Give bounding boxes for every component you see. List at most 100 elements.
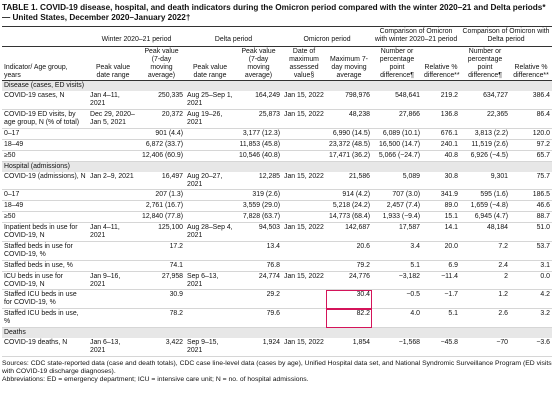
row-label: ≥50 (2, 150, 88, 162)
table-cell: 2.6 (460, 308, 511, 329)
table-cell: 30.9 (138, 289, 185, 310)
table-cell (185, 150, 235, 162)
table-row: Staffed beds in use for COVID-19, % 17.2 1… (2, 241, 553, 261)
table-cell: −11.4 (422, 271, 461, 291)
table-cell: 16,497 (138, 171, 185, 191)
table-cell: 75.7 (510, 171, 553, 191)
table-row: 0–17 207 (1.3) 319 (2.6) 914 (4.2) 707 (3.0)… (2, 189, 553, 202)
table-cell: 11,519 (2.6) (460, 139, 511, 151)
row-label: ICU beds in use for COVID-19, N (2, 271, 88, 291)
table-cell: 6,089 (10.1) (372, 128, 423, 140)
table-cell: Sep 9–15, 2021 (185, 338, 235, 357)
table-row: Staffed beds in use, % 74.1 76.8 79.2 5.1 6.9… (2, 260, 553, 272)
table-cell: 3.4 (372, 241, 423, 261)
table-cell: 79.2 (326, 260, 373, 272)
table-row: Staffed ICU beds in use, % 78.2 79.6 82.2 4.… (2, 308, 553, 329)
table-cell: 5.1 (372, 260, 423, 272)
column-header: Peak value (7-day moving average) (235, 46, 282, 82)
table-cell: 53.7 (510, 241, 553, 261)
data-table: Winter 2020–21 period Delta period Omicron… (2, 26, 553, 357)
table-cell: 6,990 (14.5) (326, 128, 373, 140)
table-cell: 12,840 (77.8) (138, 211, 185, 224)
table-cell: 82.2 (326, 308, 373, 329)
table-row: Inpatient beds in use for COVID-19, N Jan… (2, 222, 553, 242)
table-cell: Aug 20–27, 2021 (185, 171, 235, 191)
table-cell: 20.6 (326, 241, 373, 261)
table-cell (282, 200, 326, 213)
table-cell (185, 128, 235, 140)
table-row: 18–49 2,761 (16.7) 3,559 (29.0) 5,218 (24.2… (2, 200, 553, 213)
table-cell (282, 189, 326, 202)
table-cell: 22,365 (460, 109, 511, 129)
table-cell: 1,854 (326, 338, 373, 357)
table-cell (185, 241, 235, 261)
table-cell: Aug 25–Sep 1, 2021 (185, 91, 235, 111)
table-cell: Jan 2–9, 2021 (88, 171, 138, 191)
table-cell: −3.6 (510, 338, 553, 357)
column-header: Peak value date range (185, 46, 235, 82)
table-cell: −0.5 (372, 289, 423, 310)
table-cell (185, 289, 235, 310)
table-cell (185, 211, 235, 224)
table-cell: 29.2 (235, 289, 282, 310)
table-cell: 46.6 (510, 200, 553, 213)
table-cell (282, 260, 326, 272)
document: TABLE 1. COVID-19 disease, hospital, and… (2, 3, 553, 383)
table-cell: 6.9 (422, 260, 461, 272)
table-cell: 7.2 (460, 241, 511, 261)
table-cell (185, 260, 235, 272)
header-group-row: Winter 2020–21 period Delta period Omicron… (2, 26, 553, 47)
table-row: ≥50 12,840 (77.8) 7,828 (63.7) 14,773 (68.4… (2, 211, 553, 224)
table-cell: 2,457 (7.4) (372, 200, 423, 213)
table-cell: 120.0 (510, 128, 553, 140)
table-cell: 65.7 (510, 150, 553, 162)
table-cell: 16,500 (14.7) (372, 139, 423, 151)
section-row: Disease (cases, ED visits) (2, 80, 553, 92)
table-cell: 2.4 (460, 260, 511, 272)
table-cell: Aug 28–Sep 4, 2021 (185, 222, 235, 242)
table-cell (282, 308, 326, 329)
table-cell: 51.0 (510, 222, 553, 242)
table-cell: 15.1 (422, 211, 461, 224)
table-cell: 186.5 (510, 189, 553, 202)
table-cell: 595 (1.6) (460, 189, 511, 202)
table-row: 18–49 6,872 (33.7) 11,853 (45.8) 23,372 (48… (2, 139, 553, 151)
column-header: Relative % difference** (422, 46, 461, 82)
table-cell: 23,372 (48.5) (326, 139, 373, 151)
table-cell: 97.2 (510, 139, 553, 151)
row-label: COVID-19 deaths, N (2, 338, 88, 357)
table-cell: 48,238 (326, 109, 373, 129)
column-header: Number or percentage point difference¶ (372, 46, 423, 82)
table-row: COVID-19 (admissions), N Jan 2–9, 2021 16,… (2, 171, 553, 191)
table-cell (185, 308, 235, 329)
table-cell: 901 (4.4) (138, 128, 185, 140)
table-cell: Jan 15, 2022 (282, 271, 326, 291)
table-cell (282, 150, 326, 162)
table-cell: 7,828 (63.7) (235, 211, 282, 224)
table-cell: 24,774 (235, 271, 282, 291)
table-cell (88, 308, 138, 329)
table-cell: Jan 6–13, 2021 (88, 338, 138, 357)
row-label: Staffed ICU beds in use, % (2, 308, 88, 329)
table-row: ≥50 12,406 (60.9) 10,546 (40.8) 17,471 (36.… (2, 150, 553, 162)
table-cell: 136.8 (422, 109, 461, 129)
table-cell (282, 289, 326, 310)
table-cell (88, 128, 138, 140)
row-label: Inpatient beds in use for COVID-19, N (2, 222, 88, 242)
column-group: Comparison of Omicron with winter 2020–2… (372, 26, 461, 47)
table-cell: 125,100 (138, 222, 185, 242)
table-cell: −1.7 (422, 289, 461, 310)
section-label: Hospital (admissions) (2, 161, 553, 172)
table-row: ICU beds in use for COVID-19, N Jan 9–16,… (2, 271, 553, 291)
section-label: Disease (cases, ED visits) (2, 80, 553, 92)
row-label: Staffed beds in use, % (2, 260, 88, 272)
table-cell: 3,177 (12.3) (235, 128, 282, 140)
table-cell: 27,866 (372, 109, 423, 129)
table-cell: 9,301 (460, 171, 511, 191)
table-cell (88, 289, 138, 310)
section-row: Deaths (2, 327, 553, 338)
row-label: COVID-19 ED visits, by age group, N (% o… (2, 109, 88, 129)
table-cell: Jan 15, 2022 (282, 222, 326, 242)
table-cell: −1,568 (372, 338, 423, 357)
